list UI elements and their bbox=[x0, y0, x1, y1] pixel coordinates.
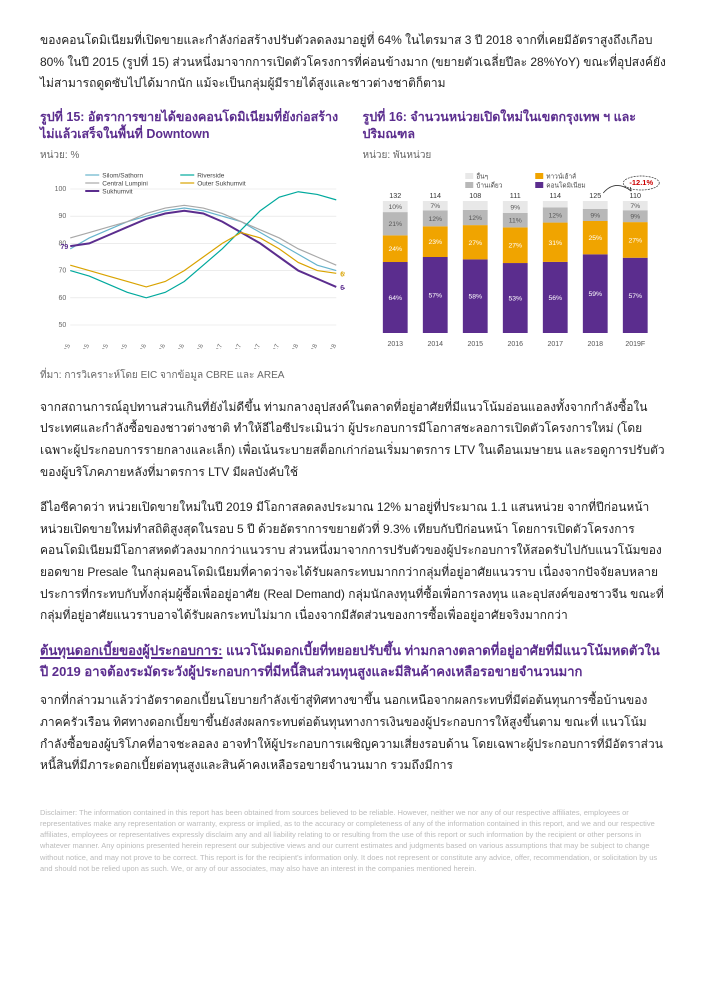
svg-text:111: 111 bbox=[509, 191, 520, 200]
svg-text:3Q15: 3Q15 bbox=[98, 343, 110, 349]
svg-text:60: 60 bbox=[58, 295, 66, 302]
svg-text:1Q17: 1Q17 bbox=[212, 343, 224, 349]
svg-text:10%: 10% bbox=[388, 204, 402, 211]
svg-text:108: 108 bbox=[469, 191, 481, 200]
svg-text:2016: 2016 bbox=[507, 341, 523, 348]
section-heading: ต้นทุนดอกเบี้ยของผู้ประกอบการ: แนวโน้มดอ… bbox=[40, 641, 667, 683]
charts-row: รูปที่ 15: อัตราการขายได้ของคอนโดมิเนียม… bbox=[40, 109, 667, 354]
svg-text:1Q16: 1Q16 bbox=[136, 343, 148, 349]
chart-16: อื่นๆ ทาวน์เฮ้าส์บ้านเดี่ยว คอนโดมิเนียม 13… bbox=[363, 169, 668, 349]
svg-text:59%: 59% bbox=[588, 291, 602, 298]
svg-text:69: 69 bbox=[340, 271, 344, 278]
svg-text:2Q18: 2Q18 bbox=[307, 343, 319, 349]
svg-text:3Q18: 3Q18 bbox=[326, 343, 338, 349]
svg-text:ทาวน์เฮ้าส์: ทาวน์เฮ้าส์ bbox=[546, 172, 576, 180]
svg-text:24%: 24% bbox=[388, 246, 402, 253]
svg-text:58%: 58% bbox=[468, 293, 482, 300]
svg-text:132: 132 bbox=[389, 191, 401, 200]
chart-16-block: รูปที่ 16: จำนวนหน่วยเปิดใหม่ในเขตกรุงเท… bbox=[363, 109, 668, 354]
chart-source: ที่มา: การวิเคราะห์โดย EIC จากข้อมูล CBR… bbox=[40, 368, 667, 383]
chart-15-unit: หน่วย: % bbox=[40, 148, 345, 163]
svg-text:Central Lumpini: Central Lumpini bbox=[102, 180, 148, 187]
svg-text:21%: 21% bbox=[388, 221, 402, 228]
svg-text:4Q16: 4Q16 bbox=[193, 343, 205, 349]
svg-text:2013: 2013 bbox=[387, 341, 403, 348]
svg-text:79: 79 bbox=[60, 244, 68, 251]
svg-text:Silom/Sathorn: Silom/Sathorn bbox=[102, 172, 143, 179]
svg-text:4Q15: 4Q15 bbox=[117, 343, 129, 349]
chart-15-title: รูปที่ 15: อัตราการขายได้ของคอนโดมิเนียม… bbox=[40, 109, 345, 144]
paragraph-4: จากที่กล่าวมาแล้วว่าอัตราดอกเบี้ยนโยบายก… bbox=[40, 690, 667, 776]
svg-text:2018: 2018 bbox=[587, 341, 603, 348]
svg-text:57%: 57% bbox=[428, 292, 442, 299]
svg-text:64: 64 bbox=[340, 285, 344, 292]
svg-text:12%: 12% bbox=[428, 216, 442, 223]
svg-text:53%: 53% bbox=[508, 295, 522, 302]
svg-text:27%: 27% bbox=[628, 237, 642, 244]
svg-text:70: 70 bbox=[58, 267, 66, 274]
svg-text:90: 90 bbox=[58, 213, 66, 220]
svg-text:คอนโดมิเนียม: คอนโดมิเนียม bbox=[546, 181, 585, 189]
svg-text:114: 114 bbox=[429, 191, 440, 200]
paragraph-1: ของคอนโดมิเนียมที่เปิดขายและกำลังก่อสร้า… bbox=[40, 30, 667, 95]
chart-16-unit: หน่วย: พันหน่วย bbox=[363, 148, 668, 163]
svg-text:3Q17: 3Q17 bbox=[250, 343, 262, 349]
svg-text:2017: 2017 bbox=[547, 341, 563, 348]
chart-15: 50607080901001Q152Q153Q154Q151Q162Q163Q1… bbox=[40, 169, 345, 349]
paragraph-2: จากสถานการณ์อุปทานส่วนเกินที่ยังไม่ดีขึ้… bbox=[40, 397, 667, 483]
disclaimer: Disclaimer: The information contained in… bbox=[40, 807, 667, 875]
svg-text:7%: 7% bbox=[630, 203, 640, 210]
svg-text:12%: 12% bbox=[468, 215, 482, 222]
svg-text:110: 110 bbox=[629, 191, 640, 200]
svg-text:12%: 12% bbox=[548, 212, 562, 219]
section-heading-lead: ต้นทุนดอกเบี้ยของผู้ประกอบการ: bbox=[40, 643, 223, 658]
svg-text:Outer Sukhumvit: Outer Sukhumvit bbox=[197, 180, 246, 187]
svg-text:3Q16: 3Q16 bbox=[174, 343, 186, 349]
svg-text:7%: 7% bbox=[430, 203, 440, 210]
chart-15-block: รูปที่ 15: อัตราการขายได้ของคอนโดมิเนียม… bbox=[40, 109, 345, 354]
svg-text:50: 50 bbox=[58, 322, 66, 329]
svg-text:9%: 9% bbox=[510, 204, 520, 211]
svg-text:11%: 11% bbox=[508, 217, 521, 224]
svg-text:25%: 25% bbox=[588, 235, 602, 242]
svg-text:23%: 23% bbox=[428, 239, 442, 246]
svg-text:บ้านเดี่ยว: บ้านเดี่ยว bbox=[476, 180, 502, 189]
svg-text:1Q18: 1Q18 bbox=[288, 343, 300, 349]
svg-text:57%: 57% bbox=[628, 293, 642, 300]
svg-text:2019F: 2019F bbox=[625, 341, 645, 348]
svg-text:1Q15: 1Q15 bbox=[60, 343, 72, 349]
paragraph-3: อีไอซีคาดว่า หน่วยเปิดขายใหม่ในปี 2019 ม… bbox=[40, 497, 667, 627]
svg-text:อื่นๆ: อื่นๆ bbox=[476, 171, 488, 180]
svg-text:27%: 27% bbox=[508, 243, 522, 250]
svg-text:100: 100 bbox=[55, 186, 67, 193]
svg-text:64%: 64% bbox=[388, 295, 402, 302]
svg-text:2014: 2014 bbox=[427, 341, 443, 348]
svg-text:-12.1%: -12.1% bbox=[629, 178, 653, 187]
svg-text:2Q17: 2Q17 bbox=[231, 343, 243, 349]
chart-16-title: รูปที่ 16: จำนวนหน่วยเปิดใหม่ในเขตกรุงเท… bbox=[363, 109, 668, 144]
svg-text:9%: 9% bbox=[590, 212, 600, 219]
svg-text:9%: 9% bbox=[630, 213, 640, 220]
svg-text:Riverside: Riverside bbox=[197, 172, 224, 179]
svg-text:125: 125 bbox=[589, 191, 601, 200]
svg-text:2Q15: 2Q15 bbox=[79, 343, 91, 349]
svg-text:Sukhumvit: Sukhumvit bbox=[102, 188, 133, 195]
svg-text:56%: 56% bbox=[548, 295, 562, 302]
svg-text:2Q16: 2Q16 bbox=[155, 343, 167, 349]
svg-text:114: 114 bbox=[549, 191, 560, 200]
svg-text:27%: 27% bbox=[468, 240, 482, 247]
svg-text:4Q17: 4Q17 bbox=[269, 343, 281, 349]
svg-text:2015: 2015 bbox=[467, 341, 483, 348]
svg-text:31%: 31% bbox=[548, 240, 562, 247]
